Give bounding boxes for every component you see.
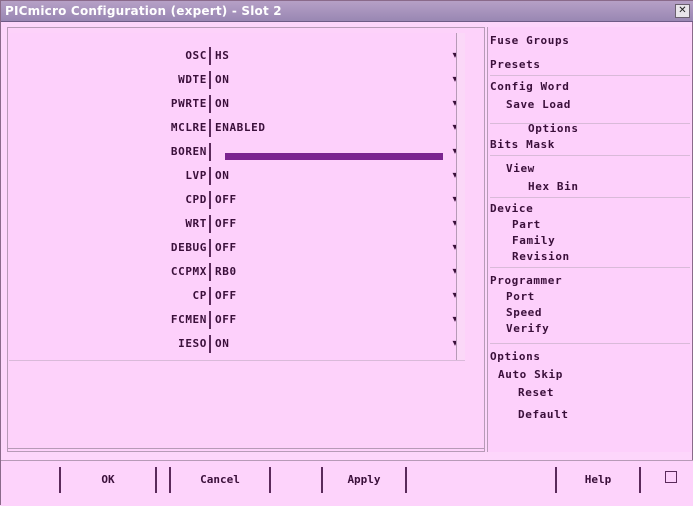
config-value[interactable]: HS (215, 49, 230, 62)
chevron-down-icon[interactable]: ▾ (452, 338, 458, 349)
config-label: MCLRE (170, 121, 207, 134)
side-item[interactable]: Auto Skip (498, 368, 564, 381)
config-value[interactable]: ON (215, 73, 230, 86)
config-row[interactable]: CP OFF ▾ (9, 287, 458, 305)
config-value[interactable]: OFF (215, 241, 237, 254)
side-item[interactable]: Fuse Groups (490, 34, 570, 47)
config-row[interactable]: CCPMX RB0 ▾ (9, 263, 458, 281)
side-item[interactable]: Default (518, 408, 569, 421)
config-label: CPD (185, 193, 207, 206)
config-value[interactable]: OFF (215, 289, 237, 302)
chevron-down-icon[interactable]: ▾ (452, 194, 458, 205)
side-item[interactable]: Family (512, 234, 556, 247)
chevron-down-icon[interactable]: ▾ (452, 266, 458, 277)
side-item[interactable]: Hex Bin (528, 180, 579, 193)
chevron-down-icon[interactable]: ▾ (452, 242, 458, 253)
ok-button[interactable]: OK (59, 467, 157, 493)
config-row[interactable]: PWRTE ON ▾ (9, 95, 458, 113)
config-list: OSC HS ▾ WDTE ON ▾ PWRTE ON ▾ MCLRE ENAB… (9, 33, 458, 360)
config-value[interactable]: OFF (215, 217, 237, 230)
config-label: WRT (185, 217, 207, 230)
help-button[interactable]: Help (555, 467, 641, 493)
apply-button[interactable]: Apply (321, 467, 407, 493)
config-label: OSC (185, 49, 207, 62)
chevron-down-icon[interactable]: ▾ (452, 98, 458, 109)
chevron-down-icon[interactable]: ▾ (452, 122, 458, 133)
side-item[interactable]: Options (528, 122, 579, 135)
horizontal-scrollbar[interactable] (7, 448, 485, 458)
close-icon[interactable]: ✕ (675, 4, 690, 18)
side-item[interactable]: Programmer (490, 274, 563, 287)
side-item[interactable]: Presets (490, 58, 541, 71)
divider (9, 360, 465, 361)
side-item[interactable]: Port (506, 290, 535, 303)
config-row[interactable]: BOREN ▾ (9, 143, 458, 161)
config-label: DEBUG (170, 241, 207, 254)
config-row[interactable]: CPD OFF ▾ (9, 191, 458, 209)
config-row[interactable]: WDTE ON ▾ (9, 71, 458, 89)
config-value[interactable]: ON (215, 337, 230, 350)
side-panel: Fuse Groups Presets Config Word Save Loa… (487, 27, 691, 452)
side-item[interactable]: Part (512, 218, 541, 231)
config-label: WDTE (178, 73, 207, 86)
cancel-button[interactable]: Cancel (169, 467, 271, 493)
config-label: LVP (185, 169, 207, 182)
side-item[interactable]: Config Word (490, 80, 570, 93)
chevron-down-icon[interactable]: ▾ (452, 146, 458, 157)
config-value[interactable]: ENABLED (215, 121, 266, 134)
button-bar: OK Cancel Apply Help (1, 460, 693, 506)
chevron-down-icon[interactable]: ▾ (452, 290, 458, 301)
config-row[interactable]: IESO ON ▾ (9, 335, 458, 353)
config-label: FCMEN (170, 313, 207, 326)
side-item[interactable]: Device (490, 202, 534, 215)
side-item[interactable]: Options (490, 350, 541, 363)
side-item[interactable]: Reset (518, 386, 555, 399)
config-value[interactable]: ON (215, 97, 230, 110)
side-item[interactable]: Speed (506, 306, 543, 319)
config-label: PWRTE (170, 97, 207, 110)
config-value[interactable]: ON (215, 169, 230, 182)
config-row[interactable]: LVP ON ▾ (9, 167, 458, 185)
vertical-scrollbar[interactable] (456, 33, 465, 360)
chevron-down-icon[interactable]: ▾ (452, 50, 458, 61)
config-label: CCPMX (170, 265, 207, 278)
config-value[interactable]: RB0 (215, 265, 237, 278)
chevron-down-icon[interactable]: ▾ (452, 314, 458, 325)
side-item[interactable]: Revision (512, 250, 570, 263)
config-row[interactable]: WRT OFF ▾ (9, 215, 458, 233)
side-item[interactable]: View (506, 162, 535, 175)
config-row[interactable]: FCMEN OFF ▾ (9, 311, 458, 329)
selection-highlight (225, 153, 443, 160)
side-item[interactable]: Verify (506, 322, 550, 335)
config-label: BOREN (170, 145, 207, 158)
chevron-down-icon[interactable]: ▾ (452, 74, 458, 85)
config-value[interactable]: OFF (215, 193, 237, 206)
config-row[interactable]: MCLRE ENABLED ▾ (9, 119, 458, 137)
window-title: PICmicro Configuration (expert) - Slot 2 (5, 4, 282, 18)
checkbox[interactable] (665, 471, 677, 483)
config-value[interactable]: OFF (215, 313, 237, 326)
config-row[interactable]: DEBUG OFF ▾ (9, 239, 458, 257)
side-item[interactable]: Bits Mask (490, 138, 556, 151)
config-label: IESO (178, 337, 207, 350)
chevron-down-icon[interactable]: ▾ (452, 170, 458, 181)
title-bar[interactable]: PICmicro Configuration (expert) - Slot 2… (1, 1, 693, 22)
chevron-down-icon[interactable]: ▾ (452, 218, 458, 229)
config-label: CP (192, 289, 207, 302)
side-item[interactable]: Save Load (506, 98, 572, 111)
config-row[interactable]: OSC HS ▾ (9, 47, 458, 65)
